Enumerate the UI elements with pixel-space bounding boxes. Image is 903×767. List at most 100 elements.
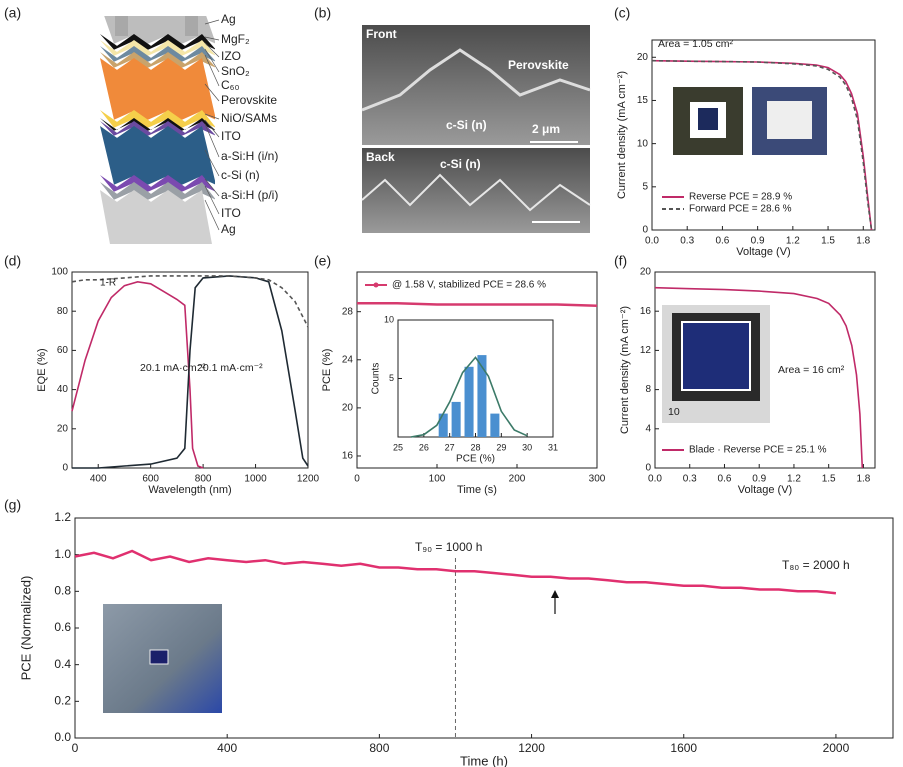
- plot-frame: [71, 271, 309, 469]
- legend-label: Forward PCE = 28.6 %: [689, 204, 792, 215]
- y-tick-label: 0: [642, 225, 648, 236]
- y-axis-label: EQE (%): [36, 348, 48, 391]
- layer-label: ITO: [221, 206, 241, 220]
- y-tick-label: 16: [640, 306, 652, 317]
- x-axis-label: Time (s): [457, 484, 497, 496]
- y-tick-label: 15: [637, 95, 649, 106]
- y-tick-label: 0.0: [54, 730, 71, 744]
- leader-line: [204, 42, 220, 58]
- x-tick-label: 0.3: [683, 474, 697, 485]
- annotation: 20.1 mA·cm⁻²: [197, 362, 263, 374]
- x-tick-label: 2000: [823, 741, 850, 755]
- layer-label: MgF₂: [221, 32, 250, 46]
- y-tick-label: 60: [57, 345, 69, 356]
- panel-label: (g): [4, 497, 21, 513]
- layer: [100, 34, 215, 50]
- leader-line: [204, 149, 220, 177]
- y-tick-label: 12: [640, 345, 652, 356]
- x-axis-label: Wavelength (nm): [148, 484, 231, 496]
- x-tick-label: 0.6: [718, 474, 732, 485]
- panel-label: (d): [4, 253, 21, 269]
- layer: [100, 121, 215, 136]
- sem-label: c-Si (n): [440, 157, 481, 171]
- leader-line: [204, 119, 220, 138]
- x-tick-label: 27: [445, 442, 455, 452]
- layer-label: a-Si:H (i/n): [221, 149, 278, 163]
- x-tick-label: 1.2: [786, 236, 800, 247]
- y-tick-label: 40: [57, 384, 69, 395]
- y-tick-label: 10: [384, 314, 394, 324]
- x-tick-label: 0.0: [648, 474, 662, 485]
- x-tick-label: 400: [217, 741, 237, 755]
- y-tick-label: 28: [342, 306, 354, 317]
- x-tick-label: 26: [419, 442, 429, 452]
- y-tick-label: 0.4: [54, 657, 71, 671]
- y-axis-label: PCE (Normalized): [18, 576, 33, 681]
- bar: [464, 366, 474, 437]
- x-tick-label: 30: [522, 442, 532, 452]
- panel-label: (a): [4, 5, 21, 21]
- sem-label: Front: [366, 27, 397, 41]
- series-line: [357, 302, 598, 307]
- layer: [100, 126, 215, 185]
- panel-label: (c): [614, 5, 630, 21]
- x-tick-label: 1200: [518, 741, 545, 755]
- layer-label: Ag: [221, 12, 236, 26]
- layer: [100, 46, 215, 62]
- plot-frame: [397, 319, 554, 438]
- y-tick-label: 0: [645, 463, 651, 474]
- sem-front: [362, 25, 590, 145]
- series-label: 1-R: [100, 278, 116, 289]
- y-tick-label: 8: [645, 384, 651, 395]
- x-tick-label: 1.5: [821, 236, 835, 247]
- layer-stack: [100, 16, 215, 244]
- x-tick-label: 800: [369, 741, 389, 755]
- electrode: [185, 16, 198, 36]
- series-line: [74, 549, 837, 595]
- y-tick-label: 80: [57, 306, 69, 317]
- y-axis-label: PCE (%): [321, 349, 333, 392]
- x-tick-label: 800: [195, 474, 212, 485]
- x-axis-label: Voltage (V): [738, 484, 792, 496]
- y-tick-label: 0: [62, 463, 68, 474]
- photo-inset: [681, 321, 751, 391]
- x-tick-label: 0.9: [752, 474, 766, 485]
- leader-line: [204, 123, 220, 158]
- layer: [100, 52, 215, 68]
- x-tick-label: 1000: [244, 474, 267, 485]
- panel-label: (f): [614, 253, 627, 269]
- x-tick-label: 1.2: [787, 474, 801, 485]
- sem-label: Back: [366, 150, 395, 164]
- y-tick-label: 24: [342, 354, 354, 365]
- y-tick-label: 10: [637, 138, 649, 149]
- annotation: 10: [668, 406, 680, 418]
- x-tick-label: 400: [90, 474, 107, 485]
- leader-line: [204, 185, 220, 215]
- series-line: [71, 280, 204, 469]
- x-axis-label: Voltage (V): [736, 246, 790, 258]
- y-axis-label: Current density (mA cm⁻²): [616, 71, 628, 199]
- annotation: Area = 1.05 cm²: [658, 38, 733, 50]
- leader-line: [204, 83, 220, 102]
- series-line: [651, 59, 873, 231]
- y-tick-label: 1.2: [54, 510, 71, 524]
- series-line: [651, 59, 873, 231]
- layer-label: a-Si:H (p/i): [221, 188, 278, 202]
- layer-label: c-Si (n): [221, 168, 260, 182]
- leader-line: [204, 178, 220, 197]
- sem-texture: [361, 173, 591, 212]
- layer-label: SnO₂: [221, 64, 250, 78]
- x-tick-label: 25: [393, 442, 403, 452]
- bar: [490, 413, 500, 437]
- x-tick-label: 0: [72, 741, 79, 755]
- layer-label: Ag: [221, 222, 236, 236]
- y-tick-label: 16: [342, 451, 354, 462]
- x-tick-label: 1200: [297, 474, 320, 485]
- layer-label: ITO: [221, 129, 241, 143]
- x-tick-label: 1.8: [856, 236, 870, 247]
- series-line: [654, 286, 864, 469]
- y-tick-label: 0.2: [54, 694, 71, 708]
- bar: [451, 401, 461, 437]
- y-tick-label: 20: [57, 423, 69, 434]
- y-tick-label: 5: [642, 181, 648, 192]
